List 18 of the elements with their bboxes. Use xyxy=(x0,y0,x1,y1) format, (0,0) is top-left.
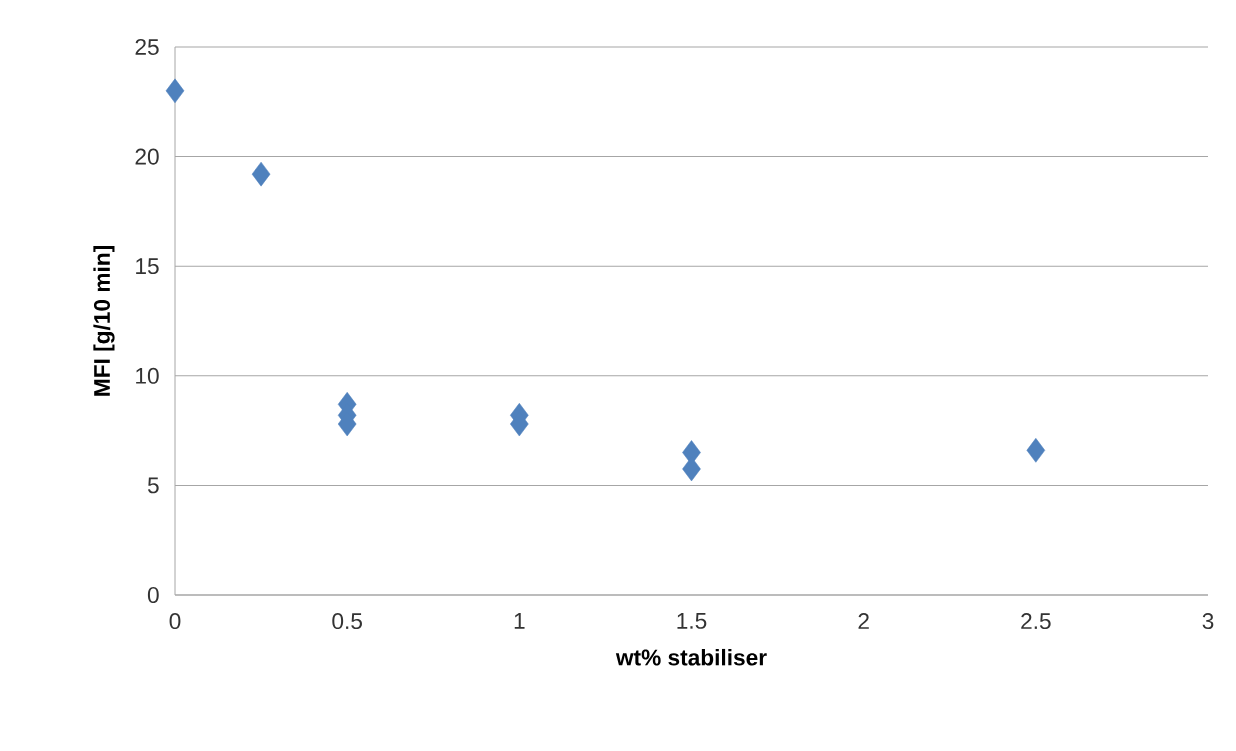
x-tick-label: 1 xyxy=(514,613,525,629)
y-tick-label: 20 xyxy=(135,148,159,165)
y-tick-label: 5 xyxy=(147,477,159,494)
y-axis-title: MFI [g/10 min] xyxy=(93,246,115,396)
x-tick-label: 3 xyxy=(1202,613,1214,630)
x-axis-title: wt% stabiliser xyxy=(615,648,767,666)
y-tick-label: 0 xyxy=(147,586,159,604)
point xyxy=(251,161,271,187)
x-tick-label: 0.5 xyxy=(332,613,362,630)
point xyxy=(1026,438,1046,463)
x-tick-label: 2 xyxy=(858,613,869,629)
x-tick-label: 0 xyxy=(169,613,181,630)
y-tick-label: 15 xyxy=(136,258,159,275)
x-tick-label: 1.5 xyxy=(677,613,707,629)
x-tick-label: 2.5 xyxy=(1021,613,1051,630)
y-tick-label: 10 xyxy=(136,367,159,384)
y-tick-label: 25 xyxy=(135,38,159,56)
point xyxy=(165,78,185,104)
